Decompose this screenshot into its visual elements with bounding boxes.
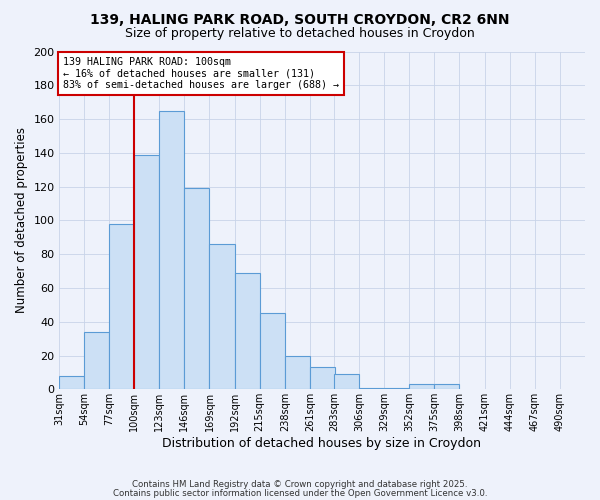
X-axis label: Distribution of detached houses by size in Croydon: Distribution of detached houses by size …: [163, 437, 481, 450]
Bar: [84, 332, 109, 390]
Bar: [310, 368, 335, 390]
Text: 139, HALING PARK ROAD, SOUTH CROYDON, CR2 6NN: 139, HALING PARK ROAD, SOUTH CROYDON, CR…: [90, 12, 510, 26]
Bar: [59, 376, 84, 390]
Text: Contains HM Land Registry data © Crown copyright and database right 2025.: Contains HM Land Registry data © Crown c…: [132, 480, 468, 489]
Y-axis label: Number of detached properties: Number of detached properties: [15, 128, 28, 314]
Bar: [434, 384, 460, 390]
Bar: [260, 314, 285, 390]
Bar: [109, 224, 134, 390]
Text: Size of property relative to detached houses in Croydon: Size of property relative to detached ho…: [125, 28, 475, 40]
Bar: [409, 384, 434, 390]
Bar: [159, 110, 184, 390]
Bar: [184, 188, 209, 390]
Bar: [134, 154, 159, 390]
Bar: [334, 374, 359, 390]
Bar: [384, 388, 409, 390]
Text: Contains public sector information licensed under the Open Government Licence v3: Contains public sector information licen…: [113, 488, 487, 498]
Text: 139 HALING PARK ROAD: 100sqm
← 16% of detached houses are smaller (131)
83% of s: 139 HALING PARK ROAD: 100sqm ← 16% of de…: [63, 56, 339, 90]
Bar: [235, 273, 260, 390]
Bar: [359, 388, 384, 390]
Bar: [285, 356, 310, 390]
Bar: [209, 244, 235, 390]
